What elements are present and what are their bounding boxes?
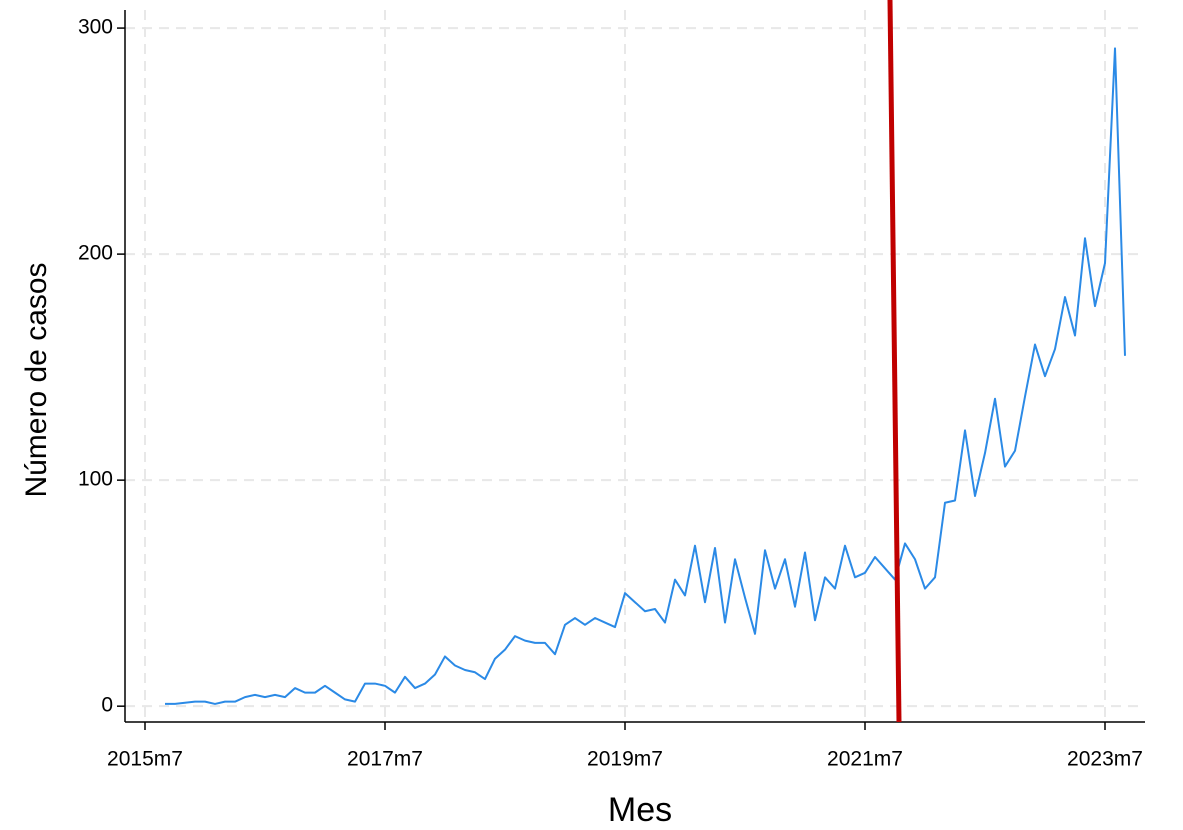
x-tick-label: 2021m7: [827, 748, 903, 771]
reference-line: [887, 0, 902, 723]
x-tick-label: 2023m7: [1067, 748, 1143, 771]
data-line: [165, 47, 1126, 705]
y-tick-label: 200: [78, 242, 113, 265]
x-axis-title: Mes: [608, 791, 672, 829]
x-tick-label: 2015m7: [107, 748, 183, 771]
y-tick-label: 0: [101, 694, 113, 717]
x-tick-label: 2019m7: [587, 748, 663, 771]
y-tick-label: 100: [78, 468, 113, 491]
x-tick-label: 2017m7: [347, 748, 423, 771]
y-axis-title: Número de casos: [20, 262, 53, 497]
y-tick-label: 300: [78, 16, 113, 39]
